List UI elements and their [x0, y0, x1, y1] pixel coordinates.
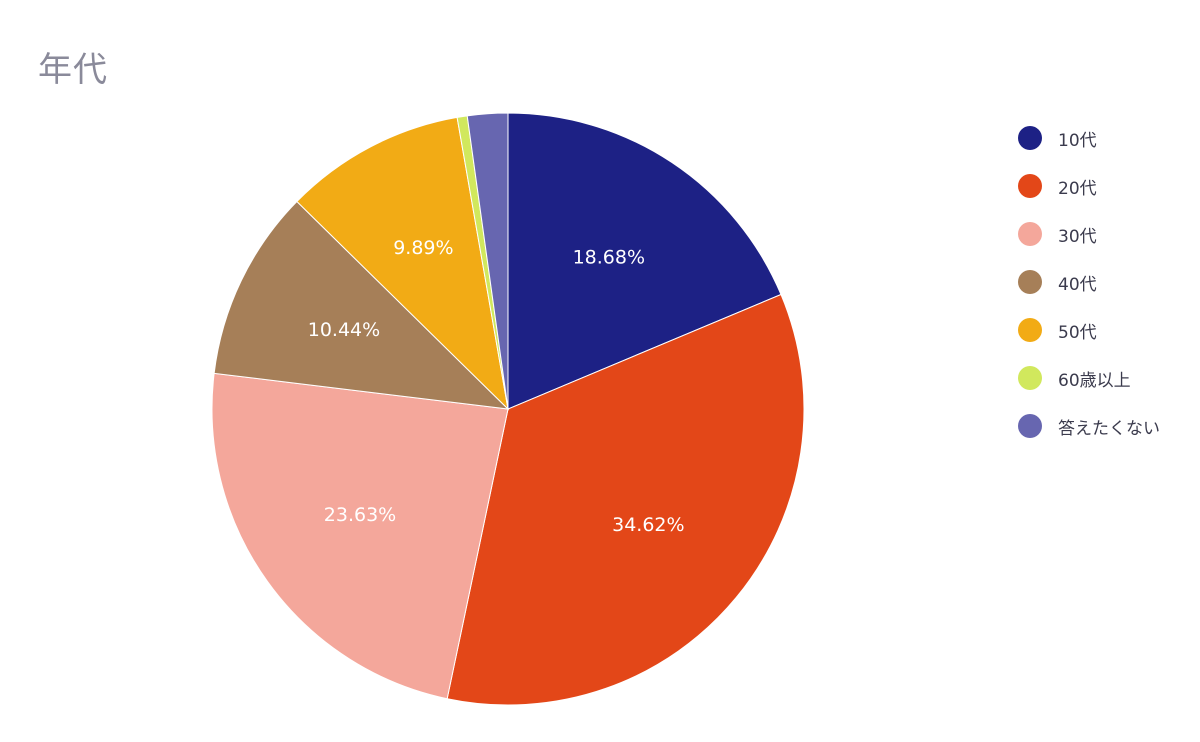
pie-slice-4[interactable] — [213, 200, 510, 410]
legend-swatch — [1018, 222, 1042, 246]
pie-slice-1[interactable] — [507, 112, 782, 410]
chart-title: 年代 — [38, 50, 108, 90]
legend: 10代 20代 30代 40代 50代 60歳以上答えたくない — [1018, 114, 1160, 450]
slice-label-1: 18.68% — [573, 246, 645, 268]
legend-swatch — [1018, 366, 1042, 390]
pie-slices — [211, 112, 805, 706]
legend-label: 10代 — [1058, 130, 1097, 151]
pie-slice-2[interactable] — [446, 293, 805, 706]
slice-label-4: 10.44% — [308, 319, 380, 341]
legend-swatch — [1018, 318, 1042, 342]
slice-label-2: 34.62% — [612, 514, 684, 536]
legend-label: 50代 — [1058, 322, 1097, 343]
legend-label: 40代 — [1058, 274, 1097, 295]
legend-label: 60歳以上 — [1058, 370, 1131, 391]
legend-item-7[interactable]: 答えたくない — [1018, 402, 1160, 450]
legend-item-3[interactable]: 30代 — [1018, 210, 1160, 258]
legend-item-4[interactable]: 40代 — [1018, 258, 1160, 306]
legend-item-5[interactable]: 50代 — [1018, 306, 1160, 354]
pie-slice-5[interactable] — [296, 116, 509, 411]
legend-label: 答えたくない — [1058, 418, 1160, 439]
legend-swatch — [1018, 270, 1042, 294]
pie-slice-labels: 18.68% 34.62% 23.63% 10.44% 9.89% — [308, 237, 685, 536]
slice-label-3: 23.63% — [324, 504, 396, 526]
legend-item-2[interactable]: 20代 — [1018, 162, 1160, 210]
legend-swatch — [1018, 126, 1042, 150]
slice-label-5: 9.89% — [393, 237, 453, 259]
pie-slice-7[interactable] — [466, 112, 509, 410]
legend-item-6[interactable]: 60歳以上 — [1018, 354, 1160, 402]
pie-slice-3[interactable] — [211, 372, 509, 700]
legend-swatch — [1018, 174, 1042, 198]
legend-label: 30代 — [1058, 226, 1097, 247]
legend-label: 20代 — [1058, 178, 1097, 199]
legend-item-1[interactable]: 10代 — [1018, 114, 1160, 162]
legend-swatch — [1018, 414, 1042, 438]
